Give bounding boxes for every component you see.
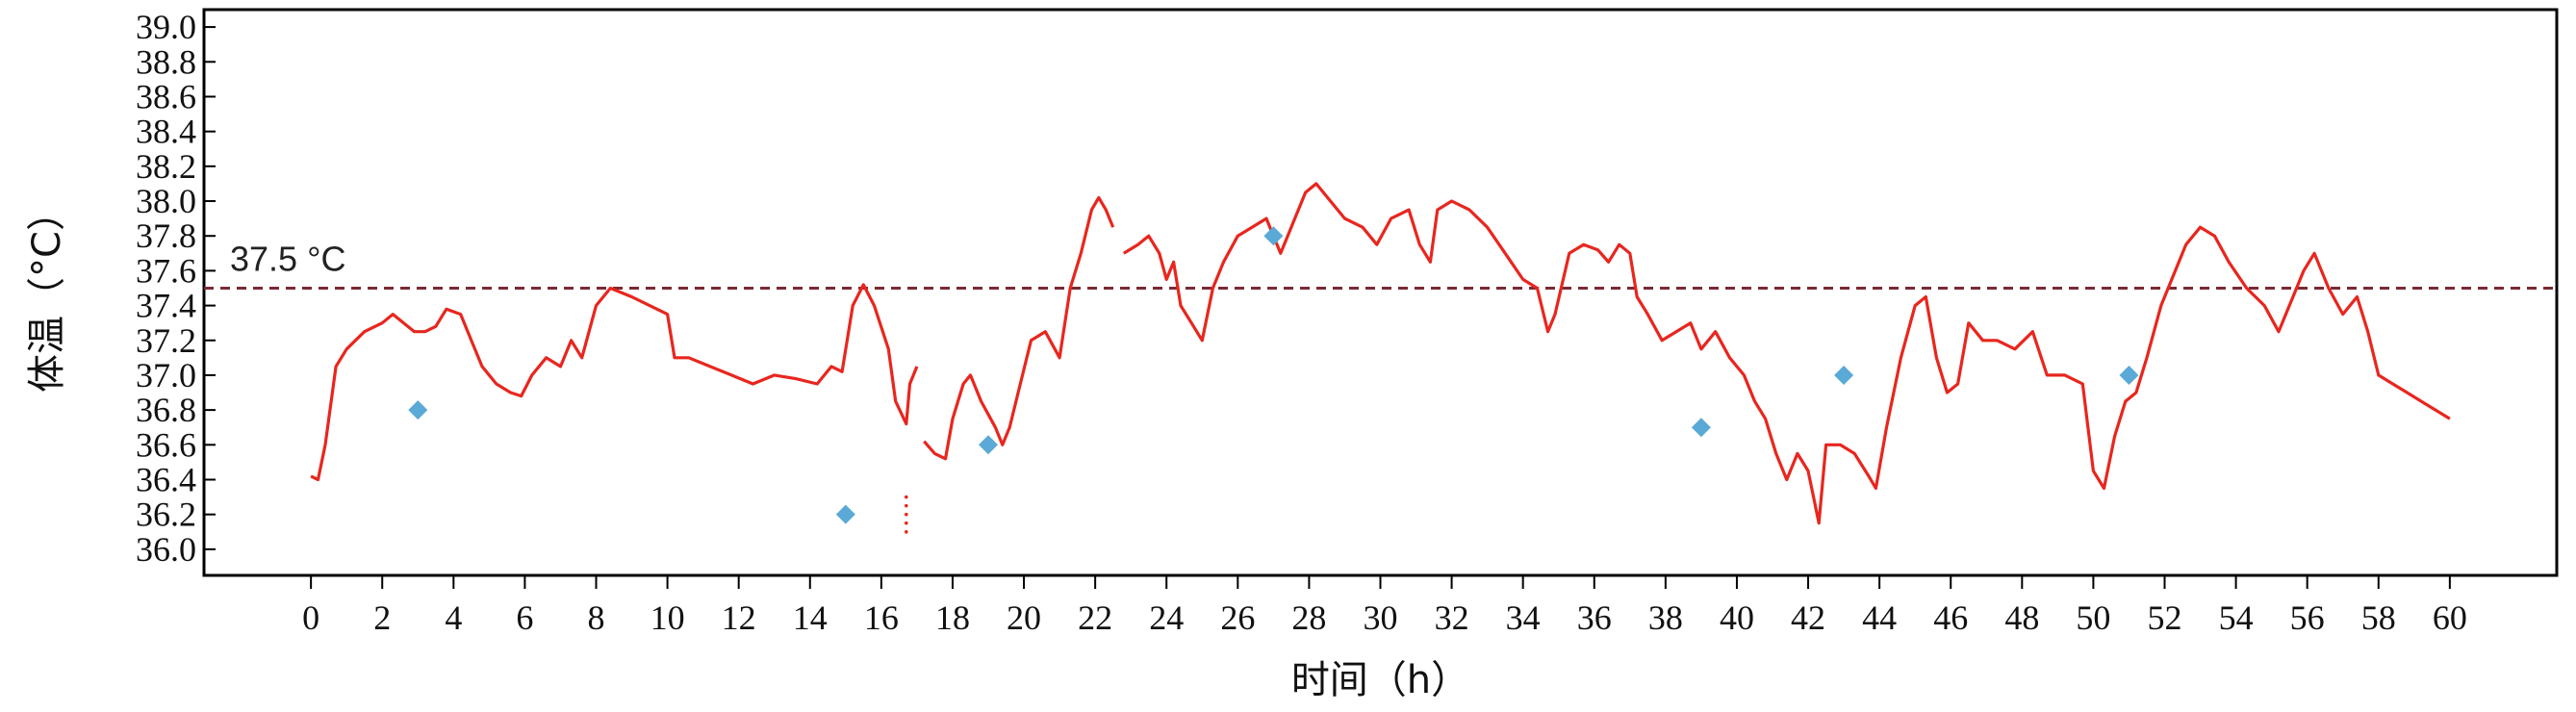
x-tick-label: 44 [1862,598,1897,637]
measurement-point [835,504,855,524]
y-tick-label: 37.0 [136,356,196,394]
temperature-dot [904,512,908,517]
y-tick-label: 36.2 [136,496,196,534]
x-tick-label: 30 [1364,598,1398,637]
x-tick-label: 38 [1648,598,1683,637]
x-tick-label: 14 [793,598,828,637]
y-tick-label: 38.6 [136,77,196,115]
x-tick-label: 8 [588,598,605,637]
x-tick-label: 50 [2076,598,2110,637]
x-tick-label: 46 [1933,598,1968,637]
x-tick-label: 52 [2148,598,2182,637]
y-tick-label: 39.0 [136,8,196,46]
x-tick-label: 24 [1149,598,1184,637]
x-tick-label: 26 [1220,598,1255,637]
temperature-dot [904,521,908,525]
y-tick-label: 38.2 [136,147,196,186]
series-layer [310,182,2451,534]
y-tick-label: 38.4 [136,113,196,151]
x-tick-label: 28 [1291,598,1326,637]
y-tick-label: 36.8 [136,391,196,429]
y-tick-label: 36.0 [136,530,196,569]
x-tick-label: 18 [935,598,970,637]
measurement-point [2119,365,2139,385]
y-tick-label: 36.4 [136,460,196,498]
x-tick-label: 34 [1506,598,1541,637]
temperature-line-segment [923,195,1115,461]
reference-line-label: 37.5 °C [230,239,345,278]
x-tick-label: 58 [2361,598,2396,637]
plot-frame [202,8,2559,577]
measurement-point [408,400,428,420]
y-tick-label: 38.0 [136,182,196,220]
temperature-dot [904,503,908,508]
x-tick-label: 22 [1078,598,1112,637]
x-tick-label: 6 [516,598,533,637]
measurement-point [1834,365,1854,385]
x-tick-label: 2 [373,598,391,637]
x-tick-label: 42 [1791,598,1825,637]
x-axis: 0 2 4 6 8 10 12 14 16 18 20 22 24 26 28 30 32 34 36 38 40 42 4… [302,575,2467,637]
x-tick-label: 56 [2290,598,2325,637]
x-tick-label: 36 [1577,598,1612,637]
y-tick-label: 37.6 [136,251,196,290]
y-axis: 36.036.236.436.636.837.037.237.437.637.8… [136,8,216,569]
y-axis-title: 体温（°C） [25,192,69,393]
x-tick-label: 60 [2433,598,2467,637]
y-tick-label: 37.4 [136,287,196,325]
temperature-dot [904,529,908,534]
y-tick-label: 38.8 [136,42,196,81]
x-tick-label: 32 [1435,598,1469,637]
x-tick-label: 0 [302,598,319,637]
measurement-point [979,435,998,455]
y-tick-label: 37.8 [136,216,196,255]
x-tick-label: 12 [722,598,756,637]
x-tick-label: 16 [864,598,899,637]
x-tick-label: 20 [1007,598,1041,637]
temperature-line-segment [1122,182,2451,525]
x-tick-label: 54 [2219,598,2254,637]
y-tick-label: 37.2 [136,321,196,360]
measurement-point [1691,418,1711,438]
measurement-point [1263,226,1284,246]
temperature-line-segment [310,283,919,482]
x-tick-label: 40 [1720,598,1754,637]
x-axis-title: 时间（h） [1291,658,1469,702]
y-tick-label: 36.6 [136,425,196,464]
x-tick-label: 4 [445,598,462,637]
temperature-dot [904,495,908,499]
x-tick-label: 10 [650,598,685,637]
x-tick-label: 48 [2004,598,2039,637]
